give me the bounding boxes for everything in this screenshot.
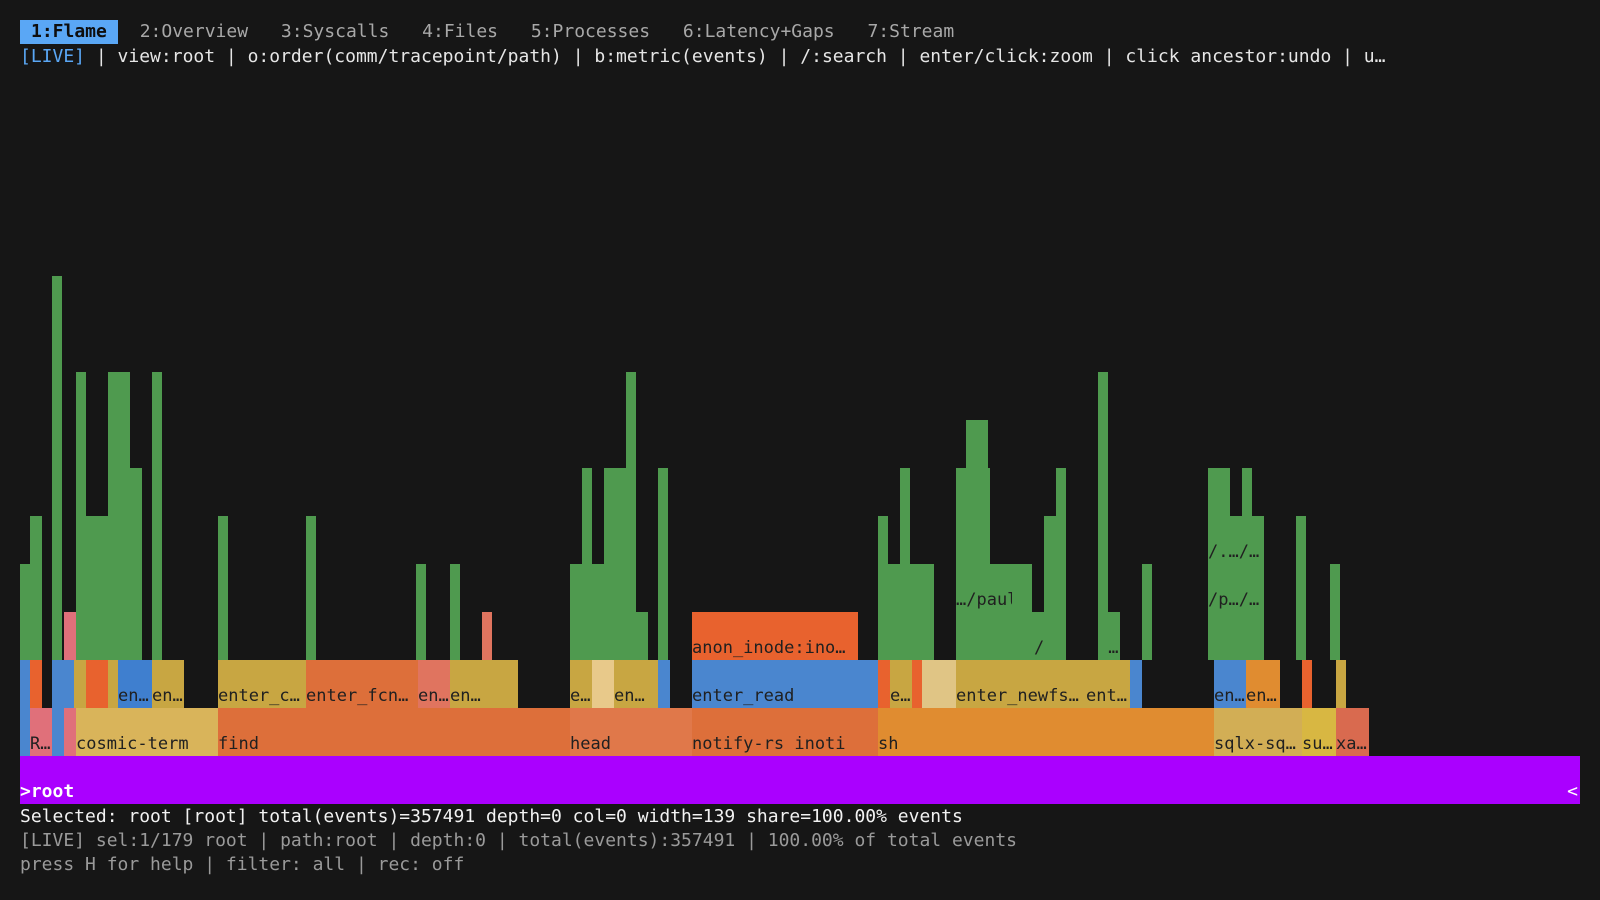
flame-frame[interactable]: R…	[30, 708, 52, 756]
flame-frame[interactable]	[30, 660, 42, 708]
flame-frame[interactable]: xa…	[1336, 708, 1369, 756]
flame-graph: R… cosmic-term find head notify-rs inoti sh sq…	[20, 240, 1580, 816]
flame-frame[interactable]	[130, 468, 142, 660]
flame-frame[interactable]	[966, 420, 988, 660]
tab-latency-gaps[interactable]: 6:Latency+Gaps	[682, 21, 835, 42]
flame-frame[interactable]	[30, 516, 42, 660]
flame-frame[interactable]: cosmic-term	[76, 708, 218, 756]
flame-frame[interactable]	[20, 660, 30, 708]
flame-frame[interactable]: /.…/…	[1208, 516, 1264, 564]
flame-frame[interactable]: enter_read	[692, 660, 878, 708]
flame-frame[interactable]: head	[570, 708, 692, 756]
flame-frame[interactable]	[74, 660, 86, 708]
flame-frame[interactable]	[878, 516, 888, 660]
flame-frame[interactable]	[900, 468, 910, 660]
flame-frame[interactable]: e…	[570, 660, 592, 708]
hint-line: press H for help | filter: all | rec: of…	[20, 854, 465, 875]
chevron-left-icon: <	[1567, 781, 1578, 802]
flame-frame[interactable]	[76, 372, 86, 660]
flame-frame[interactable]	[626, 372, 636, 660]
flame-frame[interactable]	[108, 372, 130, 660]
flame-frame[interactable]	[1142, 564, 1152, 660]
flame-frame[interactable]	[52, 276, 62, 660]
flame-frame[interactable]: …/paul	[956, 564, 1012, 612]
flame-frame[interactable]	[912, 660, 922, 708]
flame-frame[interactable]	[52, 660, 74, 708]
flame-frame[interactable]	[582, 468, 592, 660]
flame-frame[interactable]: sqlx-sq…	[1214, 708, 1302, 756]
flame-frame[interactable]	[86, 660, 108, 708]
flame-frame[interactable]: enter_c…	[218, 660, 306, 708]
flame-frame[interactable]	[878, 660, 890, 708]
flame-frame[interactable]: anon_inode:ino…	[692, 612, 858, 660]
flame-frame[interactable]	[1302, 660, 1312, 708]
tab-syscalls[interactable]: 3:Syscalls	[280, 21, 390, 42]
flame-frame[interactable]	[218, 516, 228, 660]
flame-frame[interactable]: sh	[878, 708, 1214, 756]
tab-stream[interactable]: 7:Stream	[867, 21, 955, 42]
flame-frame[interactable]	[1336, 660, 1346, 708]
flame-frame[interactable]	[306, 516, 316, 660]
live-indicator: [LIVE]	[20, 46, 86, 67]
flame-frame[interactable]: en…	[450, 660, 518, 708]
flame-frame[interactable]: en…	[118, 660, 152, 708]
flame-frame[interactable]	[1098, 372, 1108, 660]
tab-overview[interactable]: 2:Overview	[139, 21, 249, 42]
status-line: [LIVE] sel:1/179 root | path:root | dept…	[20, 830, 1017, 851]
flame-frame[interactable]	[658, 660, 670, 708]
keybinding-help-text: | view:root | o:order(comm/tracepoint/pa…	[85, 46, 1386, 67]
tab-files[interactable]: 4:Files	[422, 21, 498, 42]
flame-frame[interactable]: en…	[1214, 660, 1246, 708]
flame-frame[interactable]	[108, 660, 118, 708]
flame-frame[interactable]: en…	[1246, 660, 1280, 708]
flame-frame[interactable]	[416, 564, 426, 660]
flame-frame[interactable]	[20, 708, 30, 756]
flame-frame[interactable]: enter_fcn…	[306, 660, 418, 708]
flame-frame[interactable]	[922, 660, 956, 708]
flame-frame[interactable]	[1130, 660, 1142, 708]
flame-frame[interactable]	[450, 564, 460, 660]
flame-frame[interactable]	[658, 468, 668, 660]
tab-flame[interactable]: 1:Flame	[20, 20, 118, 44]
flame-frame[interactable]	[86, 516, 108, 660]
flame-frame[interactable]	[64, 708, 76, 756]
flame-frame[interactable]: ent…	[1086, 660, 1130, 708]
tab-bar: 1:Flame 2:Overview 3:Syscalls 4:Files 5:…	[20, 20, 965, 44]
flame-frame[interactable]	[1330, 564, 1340, 660]
flame-frame[interactable]	[636, 612, 648, 660]
flame-frame[interactable]: notify-rs inoti	[692, 708, 878, 756]
flame-frame[interactable]: find	[218, 708, 570, 756]
keybinding-help-line: [LIVE] | view:root | o:order(comm/tracep…	[20, 45, 1385, 69]
flame-frame[interactable]: en…	[418, 660, 450, 708]
flame-frame[interactable]: enter_newfs…	[956, 660, 1086, 708]
flame-frame[interactable]: e…	[890, 660, 912, 708]
flame-frame[interactable]	[1056, 468, 1066, 660]
flame-frame[interactable]: en…	[152, 660, 184, 708]
flame-frame[interactable]	[1296, 516, 1306, 660]
flame-frame-root[interactable]: >root <	[20, 756, 1580, 804]
flame-frame[interactable]: /p…/…	[1208, 564, 1264, 612]
flame-frame[interactable]	[52, 708, 64, 756]
tab-processes[interactable]: 5:Processes	[530, 21, 651, 42]
flame-frame[interactable]	[152, 372, 162, 660]
flame-frame[interactable]	[592, 660, 614, 708]
flame-frame[interactable]: en…	[614, 660, 658, 708]
flame-frame[interactable]	[64, 612, 76, 660]
flame-frame[interactable]	[482, 612, 492, 660]
flame-frame[interactable]: su…	[1302, 708, 1336, 756]
root-frame-label: >root	[20, 781, 75, 802]
selected-frame-info: Selected: root [root] total(events)=3574…	[20, 806, 963, 827]
